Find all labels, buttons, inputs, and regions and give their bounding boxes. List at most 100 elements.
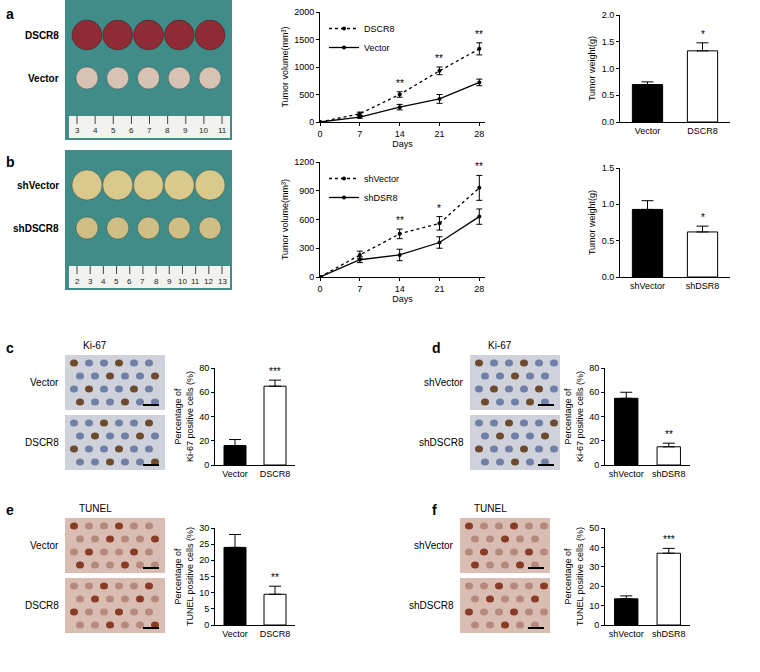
svg-text:***: *** [663,534,675,545]
svg-text:7: 7 [147,126,152,135]
svg-text:0: 0 [204,620,209,630]
svg-text:60: 60 [589,387,599,397]
svg-text:28: 28 [474,284,484,294]
svg-text:20: 20 [199,436,209,446]
svg-text:DSCR8: DSCR8 [687,126,718,136]
svg-text:1200: 1200 [294,157,314,167]
svg-text:0: 0 [309,272,314,282]
svg-text:3: 3 [75,126,80,135]
svg-text:*: * [701,29,705,40]
svg-text:10: 10 [199,126,208,135]
svg-text:80: 80 [199,363,209,373]
svg-text:7: 7 [140,277,145,286]
svg-text:shVector: shVector [424,377,464,388]
svg-text:Percentage ofTUNEL positive ce: Percentage ofTUNEL positive cells (%) [563,527,585,626]
svg-text:DSCR8: DSCR8 [25,600,59,611]
svg-text:60: 60 [199,387,209,397]
svg-text:0: 0 [594,620,599,630]
svg-text:0: 0 [317,284,322,294]
svg-text:12: 12 [204,277,213,286]
svg-text:Ki-67: Ki-67 [488,340,512,351]
svg-text:0.5: 0.5 [602,90,615,100]
svg-text:5: 5 [204,604,209,614]
svg-text:Percentage ofTUNEL positive ce: Percentage ofTUNEL positive cells (%) [173,527,195,626]
svg-text:Tumor volume(mm³): Tumor volume(mm³) [280,179,290,260]
svg-text:30: 30 [199,523,209,533]
svg-text:6: 6 [127,277,132,286]
svg-text:shDSR8: shDSR8 [364,193,398,203]
svg-text:TUNEL: TUNEL [474,503,507,514]
svg-text:1.0: 1.0 [602,199,615,209]
svg-text:Vector: Vector [28,73,59,84]
svg-text:21: 21 [434,284,444,294]
svg-text:11: 11 [218,126,227,135]
svg-text:shDSR8: shDSR8 [652,469,686,479]
svg-text:0.5: 0.5 [602,236,615,246]
svg-text:a: a [6,6,14,22]
svg-text:**: ** [435,53,443,64]
svg-text:Percentage ofKi-67 positive ce: Percentage ofKi-67 positive cells (%) [563,371,585,462]
svg-text:**: ** [665,429,673,440]
svg-text:11: 11 [191,277,200,286]
svg-text:1.5: 1.5 [602,37,615,47]
svg-text:DSCR8: DSCR8 [25,437,59,448]
svg-text:40: 40 [589,543,599,553]
svg-text:0: 0 [309,117,314,127]
svg-text:Vector: Vector [30,540,59,551]
svg-text:15: 15 [199,572,209,582]
svg-text:Days: Days [392,294,413,304]
svg-text:shVector: shVector [609,629,644,639]
svg-text:30: 30 [589,562,599,572]
svg-text:Ki-67: Ki-67 [83,340,107,351]
svg-text:500: 500 [299,90,314,100]
svg-text:0: 0 [317,129,322,139]
svg-text:10: 10 [199,588,209,598]
svg-text:Percentage ofKi-67 positive ce: Percentage ofKi-67 positive cells (%) [173,371,195,462]
svg-text:shVector: shVector [17,180,59,191]
svg-text:***: *** [269,366,281,377]
svg-text:28: 28 [474,129,484,139]
svg-text:DSCR8: DSCR8 [260,469,291,479]
svg-text:Tumor volume(mm³): Tumor volume(mm³) [280,26,290,107]
svg-text:5: 5 [111,126,116,135]
svg-text:shVector: shVector [609,469,644,479]
svg-text:600: 600 [299,215,314,225]
svg-text:5: 5 [114,277,119,286]
svg-text:b: b [6,154,15,170]
svg-text:Vector: Vector [222,629,248,639]
svg-text:14: 14 [395,284,405,294]
svg-text:80: 80 [589,363,599,373]
svg-text:**: ** [396,215,404,226]
svg-text:9: 9 [183,126,188,135]
svg-text:14: 14 [395,129,405,139]
svg-text:Vector: Vector [635,126,661,136]
svg-text:40: 40 [199,412,209,422]
svg-text:10: 10 [178,277,187,286]
svg-text:Vector: Vector [364,43,390,53]
svg-text:7: 7 [357,129,362,139]
svg-text:1000: 1000 [294,62,314,72]
svg-text:shVector: shVector [364,174,399,184]
svg-text:40: 40 [589,412,599,422]
svg-text:20: 20 [589,581,599,591]
svg-text:8: 8 [165,126,170,135]
svg-text:6: 6 [129,126,134,135]
svg-text:3: 3 [88,277,93,286]
svg-text:0: 0 [204,460,209,470]
svg-text:TUNEL: TUNEL [79,503,112,514]
svg-text:shDSCR8: shDSCR8 [419,437,464,448]
svg-text:300: 300 [299,243,314,253]
svg-text:Vector: Vector [30,377,59,388]
svg-text:1500: 1500 [294,35,314,45]
svg-text:c: c [6,340,14,356]
svg-text:9: 9 [167,277,172,286]
svg-text:2.0: 2.0 [602,10,615,20]
svg-text:2000: 2000 [294,7,314,17]
svg-text:Tumor weight(g): Tumor weight(g) [587,190,597,255]
svg-text:Vector: Vector [222,469,248,479]
svg-text:21: 21 [434,129,444,139]
svg-text:20: 20 [199,555,209,565]
svg-text:d: d [432,340,441,356]
svg-text:900: 900 [299,186,314,196]
svg-text:10: 10 [589,601,599,611]
